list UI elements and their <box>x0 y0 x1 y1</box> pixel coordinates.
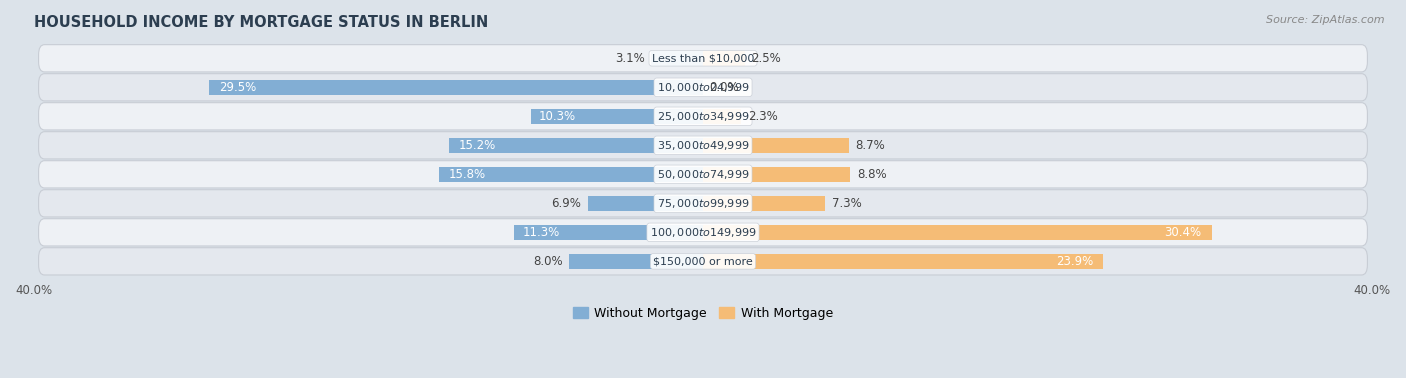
FancyBboxPatch shape <box>38 190 1368 217</box>
FancyBboxPatch shape <box>38 74 1368 101</box>
Bar <box>449 138 703 153</box>
Bar <box>703 109 741 124</box>
FancyBboxPatch shape <box>38 248 1368 275</box>
Legend: Without Mortgage, With Mortgage: Without Mortgage, With Mortgage <box>568 302 838 325</box>
Bar <box>588 196 703 211</box>
Text: 2.3%: 2.3% <box>748 110 778 123</box>
Text: 29.5%: 29.5% <box>219 81 256 94</box>
Text: $100,000 to $149,999: $100,000 to $149,999 <box>650 226 756 239</box>
Text: Source: ZipAtlas.com: Source: ZipAtlas.com <box>1267 15 1385 25</box>
Text: 3.1%: 3.1% <box>614 52 644 65</box>
Text: 23.9%: 23.9% <box>1056 255 1092 268</box>
Text: $150,000 or more: $150,000 or more <box>654 256 752 266</box>
Text: $75,000 to $99,999: $75,000 to $99,999 <box>657 197 749 210</box>
Text: 2.5%: 2.5% <box>752 52 782 65</box>
Text: 8.8%: 8.8% <box>858 168 887 181</box>
Bar <box>703 51 745 66</box>
Text: 15.8%: 15.8% <box>449 168 485 181</box>
Bar <box>703 254 1102 269</box>
Bar <box>703 167 851 182</box>
Text: $25,000 to $34,999: $25,000 to $34,999 <box>657 110 749 123</box>
Bar <box>703 196 825 211</box>
Text: 11.3%: 11.3% <box>522 226 560 239</box>
Text: Less than $10,000: Less than $10,000 <box>652 53 754 63</box>
Text: HOUSEHOLD INCOME BY MORTGAGE STATUS IN BERLIN: HOUSEHOLD INCOME BY MORTGAGE STATUS IN B… <box>34 15 488 30</box>
Text: 30.4%: 30.4% <box>1164 226 1202 239</box>
Text: $35,000 to $49,999: $35,000 to $49,999 <box>657 139 749 152</box>
Bar <box>569 254 703 269</box>
FancyBboxPatch shape <box>38 103 1368 130</box>
Text: 8.0%: 8.0% <box>533 255 562 268</box>
Text: $10,000 to $24,999: $10,000 to $24,999 <box>657 81 749 94</box>
FancyBboxPatch shape <box>38 132 1368 159</box>
Bar <box>439 167 703 182</box>
Text: 6.9%: 6.9% <box>551 197 581 210</box>
Text: 15.2%: 15.2% <box>458 139 496 152</box>
FancyBboxPatch shape <box>38 45 1368 72</box>
Bar <box>703 138 849 153</box>
Text: 0.0%: 0.0% <box>710 81 740 94</box>
Bar <box>703 225 1212 240</box>
Text: 10.3%: 10.3% <box>538 110 576 123</box>
Bar <box>513 225 703 240</box>
Text: 8.7%: 8.7% <box>855 139 884 152</box>
Bar <box>530 109 703 124</box>
FancyBboxPatch shape <box>38 161 1368 188</box>
FancyBboxPatch shape <box>38 219 1368 246</box>
Bar <box>209 80 703 95</box>
Text: $50,000 to $74,999: $50,000 to $74,999 <box>657 168 749 181</box>
Text: 7.3%: 7.3% <box>832 197 862 210</box>
Bar <box>651 51 703 66</box>
